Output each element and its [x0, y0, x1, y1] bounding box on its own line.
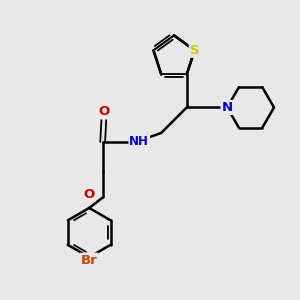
Text: Br: Br — [81, 254, 98, 267]
Text: S: S — [190, 44, 200, 57]
Text: O: O — [99, 106, 110, 118]
Text: N: N — [222, 101, 233, 114]
Text: NH: NH — [129, 136, 149, 148]
Text: O: O — [84, 188, 95, 201]
